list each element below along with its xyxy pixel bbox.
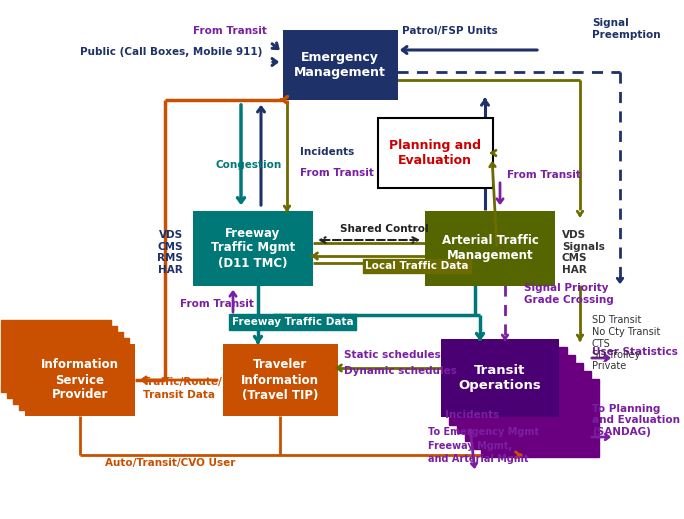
Text: Congestion: Congestion <box>215 160 281 170</box>
Bar <box>378 118 492 188</box>
Bar <box>13 332 123 404</box>
Bar <box>1 320 111 392</box>
Text: Traveler
Information
(Travel TIP): Traveler Information (Travel TIP) <box>241 359 319 402</box>
Bar <box>7 326 117 398</box>
Bar <box>481 379 599 457</box>
Bar <box>193 211 313 285</box>
Text: and Arterial Mgmt: and Arterial Mgmt <box>428 454 529 464</box>
Bar <box>19 338 129 410</box>
Text: From Transit: From Transit <box>180 299 254 309</box>
Text: Freeway Mgmt,: Freeway Mgmt, <box>428 441 512 451</box>
Text: Incidents: Incidents <box>445 410 499 420</box>
Bar <box>465 363 583 441</box>
Text: Public (Call Boxes, Mobile 911): Public (Call Boxes, Mobile 911) <box>80 47 263 57</box>
Text: From Transit: From Transit <box>507 170 581 180</box>
Bar <box>25 344 135 416</box>
Text: SD Trolley: SD Trolley <box>592 350 640 360</box>
Text: Static schedules: Static schedules <box>344 350 440 360</box>
Text: To Emergency Mgmt: To Emergency Mgmt <box>428 427 539 437</box>
Text: User Statistics: User Statistics <box>592 347 678 357</box>
Text: Freeway Traffic Data: Freeway Traffic Data <box>232 317 354 327</box>
Text: Local Traffic Data: Local Traffic Data <box>365 261 469 271</box>
Text: No Cty Transit: No Cty Transit <box>592 327 660 337</box>
Text: Emergency
Management: Emergency Management <box>294 51 386 79</box>
Text: Dynamic schedules: Dynamic schedules <box>344 366 457 376</box>
Text: From Transit: From Transit <box>193 26 267 36</box>
Bar <box>425 211 555 285</box>
Bar <box>282 30 397 100</box>
Text: Traffic/Route/: Traffic/Route/ <box>143 377 223 387</box>
Text: Information
Service
Provider: Information Service Provider <box>41 359 119 402</box>
Text: CTS: CTS <box>592 339 611 349</box>
Text: Signal
Preemption: Signal Preemption <box>592 18 661 40</box>
Text: VDS
Signals
CMS
HAR: VDS Signals CMS HAR <box>562 230 605 275</box>
Text: Shared Control: Shared Control <box>340 224 429 234</box>
Text: Freeway
Traffic Mgmt
(D11 TMC): Freeway Traffic Mgmt (D11 TMC) <box>211 226 295 269</box>
Bar <box>473 371 591 449</box>
Bar <box>222 344 337 416</box>
Bar <box>457 355 575 433</box>
Bar <box>441 339 559 417</box>
Text: Patrol/FSP Units: Patrol/FSP Units <box>402 26 498 36</box>
Text: Transit
Operations: Transit Operations <box>459 364 541 392</box>
Text: Arterial Traffic
Management: Arterial Traffic Management <box>442 234 538 262</box>
Bar <box>449 347 567 425</box>
Text: SD Transit: SD Transit <box>592 315 642 325</box>
Text: Transit Data: Transit Data <box>143 390 215 400</box>
Text: From Transit: From Transit <box>300 168 374 178</box>
Text: Private: Private <box>592 361 627 371</box>
Text: Incidents: Incidents <box>300 147 354 157</box>
Text: Signal Priority
Grade Crossing: Signal Priority Grade Crossing <box>524 283 614 305</box>
Text: To Planning
and Evaluation
(SANDAG): To Planning and Evaluation (SANDAG) <box>592 404 680 437</box>
Text: VDS
CMS
RMS
HAR: VDS CMS RMS HAR <box>157 230 183 275</box>
Text: Auto/Transit/CVO User: Auto/Transit/CVO User <box>105 458 235 468</box>
Text: Planning and
Evaluation: Planning and Evaluation <box>389 139 481 167</box>
